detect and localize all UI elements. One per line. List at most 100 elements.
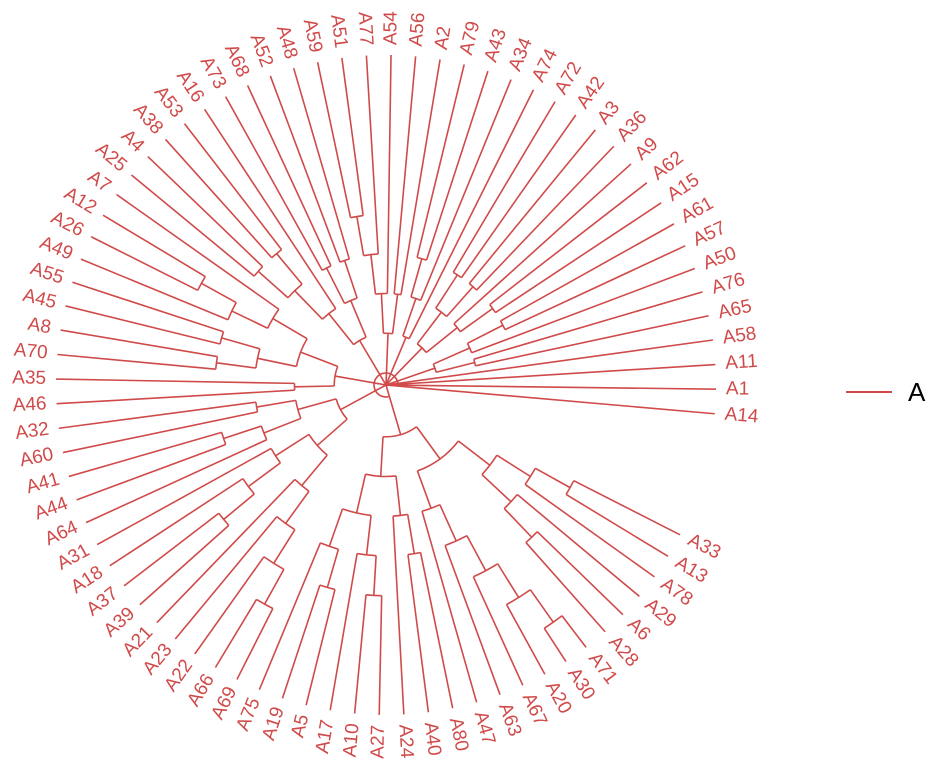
root-spoke [385, 384, 399, 387]
leaf-branch-A17 [329, 553, 358, 711]
leaf-label-A55: A55 [28, 258, 67, 288]
internal-branch [410, 258, 423, 298]
internal-branch [256, 399, 296, 408]
internal-branch [275, 433, 310, 457]
clade-arc [219, 331, 225, 345]
leaf-label-A19: A19 [258, 704, 289, 743]
leaf-branch-A22 [194, 556, 265, 655]
leaf-branch-A21 [156, 478, 296, 624]
leaf-branch-A16 [203, 108, 337, 310]
clade-arc [356, 552, 377, 557]
leaf-label-A8: A8 [26, 314, 52, 339]
leaf-branch-A1 [397, 384, 716, 390]
internal-branch [373, 555, 377, 596]
leaf-label-A77: A77 [354, 11, 377, 46]
leaf-label-A63: A63 [494, 700, 525, 739]
internal-branch [275, 253, 303, 285]
clade-arc [489, 304, 497, 313]
leaf-branch-A54 [386, 55, 392, 294]
internal-branch [301, 454, 328, 487]
internal-branch [200, 282, 237, 304]
leaf-branch-A15 [494, 202, 662, 314]
internal-branch [325, 267, 346, 304]
internal-branch [221, 337, 261, 350]
internal-branch [326, 549, 340, 588]
leaf-branch-A73 [224, 96, 323, 271]
internal-branch [356, 216, 365, 256]
leaf-label-A24: A24 [394, 724, 417, 759]
clade-arc [255, 348, 261, 369]
internal-branch [223, 493, 255, 521]
dendrogram-branches [56, 55, 716, 715]
internal-branch [395, 475, 402, 516]
leaf-branch-A48 [292, 67, 351, 260]
leaf-label-A1: A1 [726, 378, 750, 399]
leaf-branch-A46 [56, 389, 295, 405]
leaf-label-A2: A2 [431, 25, 456, 51]
leaf-label-A17: A17 [312, 718, 338, 755]
internal-branch [365, 515, 372, 555]
internal-branch [391, 294, 399, 334]
clade-arc [256, 598, 274, 610]
internal-branch [294, 290, 323, 320]
leaf-branch-A66 [214, 599, 258, 668]
clade-arc [255, 402, 259, 413]
leaf-branch-A47 [421, 510, 478, 703]
leaf-branch-A7 [116, 193, 280, 310]
internal-branch [397, 367, 436, 382]
leaf-labels: A14A1A11A58A65A76A50A57A61A15A62A9A36A3A… [12, 11, 760, 760]
root-arc [373, 372, 399, 398]
leaf-label-A43: A43 [481, 26, 511, 65]
clade-arc [295, 400, 302, 419]
leaf-label-A70: A70 [13, 340, 49, 364]
leaf-branch-A34 [419, 79, 512, 301]
clade-arc [242, 478, 255, 495]
internal-branch [297, 398, 337, 411]
leaf-label-A14: A14 [724, 404, 760, 428]
leaf-branch-A37 [123, 512, 220, 587]
clade-arc [402, 335, 410, 340]
internal-branch [466, 535, 487, 572]
clade-arc [319, 584, 336, 591]
leaf-branch-A35 [56, 378, 295, 385]
root-spoke [385, 375, 395, 386]
leaf-branch-A42 [460, 114, 577, 279]
leaf-branch-A13 [565, 493, 669, 558]
leaf-branch-A61 [500, 223, 675, 322]
clade-arc [407, 551, 421, 556]
internal-branch [457, 440, 491, 466]
leaf-branch-A50 [471, 267, 696, 354]
leaf-branch-A55 [72, 281, 224, 333]
clade-arc [295, 338, 308, 367]
leaf-branch-A43 [425, 70, 489, 261]
leaf-branch-A78 [524, 483, 655, 578]
clade-arc [481, 454, 498, 476]
leaf-branch-A26 [90, 236, 199, 292]
internal-branch [223, 425, 262, 440]
leaf-branch-A79 [416, 64, 465, 258]
root-spoke [374, 382, 387, 386]
leaf-label-A45: A45 [21, 285, 59, 313]
internal-branch [216, 362, 256, 369]
internal-branch [416, 470, 432, 509]
internal-branch [446, 286, 474, 318]
clade-arc [320, 542, 339, 551]
leaf-branch-A56 [393, 56, 417, 294]
leaf-branch-A64 [85, 439, 268, 524]
clade-arc [466, 342, 473, 353]
internal-branch [334, 375, 375, 384]
leaf-branch-A40 [407, 554, 430, 713]
internal-branch [355, 473, 367, 514]
internal-branch [350, 300, 367, 338]
leaf-branch-A27 [378, 595, 383, 715]
internal-branch [231, 310, 269, 329]
leaf-branch-A41 [68, 431, 222, 478]
leaf-branch-A18 [109, 477, 244, 567]
internal-branch [435, 274, 459, 309]
leaf-label-A47: A47 [470, 709, 499, 747]
leaf-branch-A65 [475, 314, 709, 367]
leaf-branch-A45 [65, 305, 221, 345]
internal-branch [316, 418, 348, 447]
internal-branch [263, 417, 302, 434]
leaf-branch-A2 [400, 59, 441, 295]
